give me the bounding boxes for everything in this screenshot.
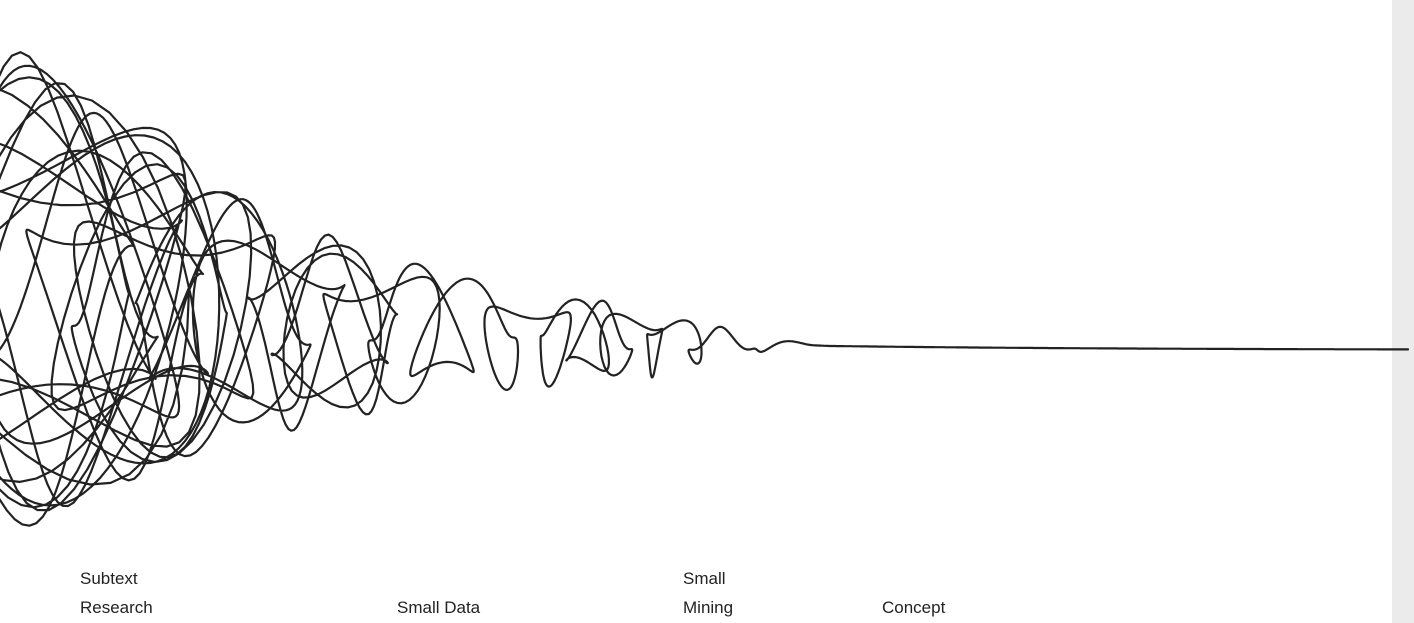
label-line: Subtext: [80, 569, 138, 588]
side-strip: [1392, 0, 1414, 623]
label-line: Research: [80, 598, 153, 617]
label-line: Concept: [882, 598, 946, 617]
design-squiggle: [0, 51, 1410, 527]
label-line: Small Data: [397, 598, 481, 617]
label-line: Small: [683, 569, 726, 588]
label-line: Mining: [683, 598, 733, 617]
